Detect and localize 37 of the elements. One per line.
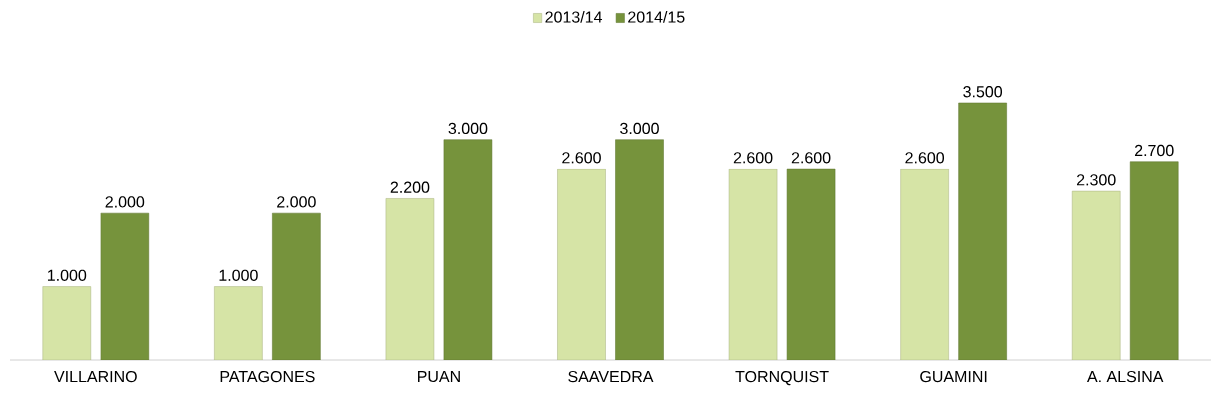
- data-label: 1.000: [219, 269, 258, 281]
- legend-label: 2014/15: [628, 11, 685, 23]
- x-tick-label: SAAVEDRA: [568, 370, 654, 383]
- bar: [1071, 190, 1121, 360]
- bar: [272, 212, 321, 360]
- data-label: 2.200: [390, 181, 430, 193]
- bar: [786, 168, 836, 360]
- bar: [728, 168, 778, 360]
- data-label: 2.600: [733, 152, 773, 164]
- data-label: 3.000: [448, 122, 488, 135]
- data-label: 2.600: [791, 152, 831, 164]
- x-tick-label: GUAMINI: [920, 370, 987, 383]
- data-label: 2.600: [562, 152, 601, 164]
- data-label: 2.000: [277, 196, 316, 208]
- data-label: 1.000: [47, 269, 87, 281]
- bar: [615, 139, 664, 360]
- bar: [214, 286, 263, 360]
- x-tick-label: A. ALSINA: [1086, 370, 1164, 383]
- bar: [1129, 161, 1179, 360]
- data-label: 2.600: [905, 152, 945, 164]
- bar: [557, 168, 606, 360]
- x-tick-label: PATAGONES: [220, 370, 315, 383]
- bar: [42, 286, 92, 360]
- bar: [443, 139, 493, 360]
- x-tick-label: PUAN: [418, 370, 460, 383]
- bar: [100, 212, 150, 360]
- bar: [385, 198, 435, 360]
- bar: [958, 102, 1007, 360]
- data-label: 2.000: [105, 196, 145, 208]
- data-label: 2.700: [1134, 144, 1174, 157]
- bar: [900, 168, 949, 360]
- data-label: 3.500: [963, 86, 1003, 98]
- x-tick-label: TORNQUIST: [735, 370, 829, 386]
- data-label: 2.300: [1076, 174, 1116, 186]
- x-tick-label: VILLARINO: [54, 370, 137, 383]
- legend-label: 2013/14: [545, 11, 603, 23]
- data-label: 3.000: [620, 122, 659, 135]
